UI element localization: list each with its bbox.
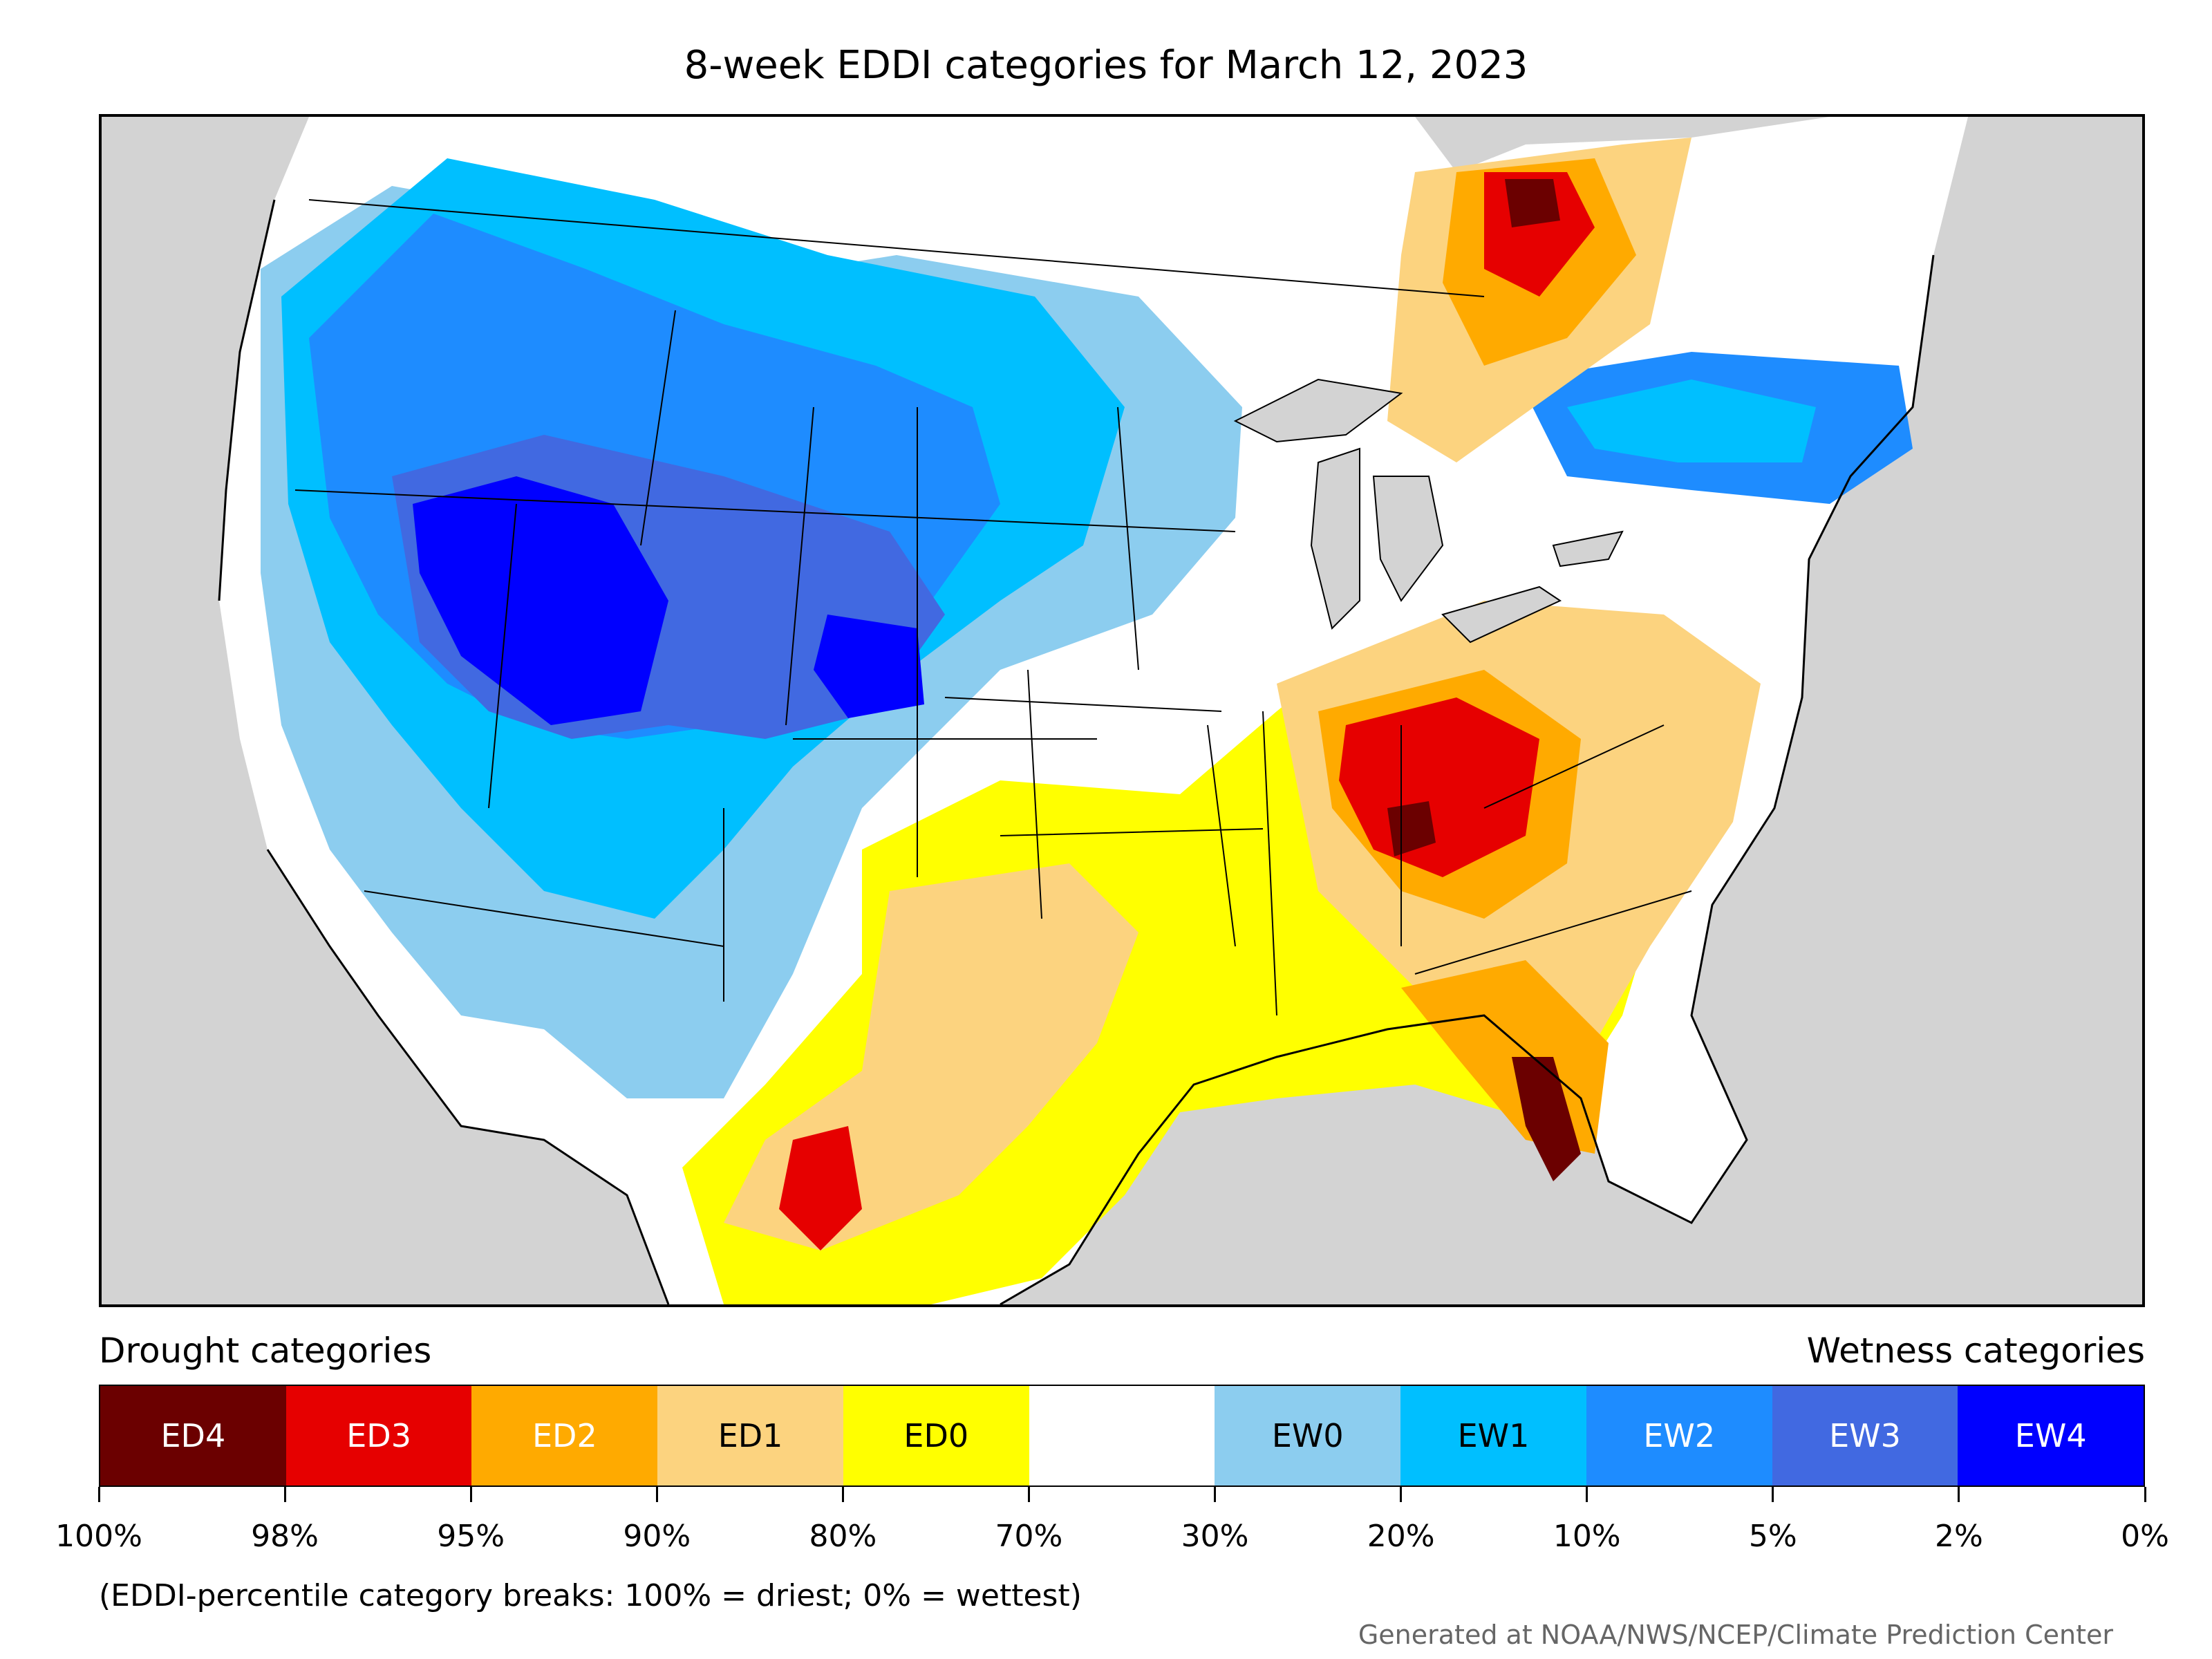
colorbar-ticks (97, 1487, 2146, 1508)
tick-label: 0% (2121, 1519, 2169, 1554)
legend-cell-ew4: EW4 (1958, 1386, 2144, 1485)
tick-mark (1772, 1487, 1774, 1502)
legend-cell-ew3: EW3 (1772, 1386, 1958, 1485)
legend-cell-ed4: ED4 (100, 1386, 286, 1485)
tick-label: 5% (1748, 1519, 1797, 1554)
tick-mark (1958, 1487, 1960, 1502)
tick-mark (1400, 1487, 1403, 1502)
category-colorbar: ED4 ED3 ED2 ED1 ED0 EW0 EW1 EW2 EW3 EW4 (99, 1385, 2145, 1487)
ed3-ohio-valley (1339, 697, 1539, 877)
tick-label: 98% (251, 1519, 319, 1554)
tick-mark (97, 1487, 100, 1502)
tick-mark (469, 1487, 472, 1502)
tick-mark (283, 1487, 286, 1502)
legend-cell-ed1: ED1 (657, 1386, 843, 1485)
tick-mark (841, 1487, 844, 1502)
tick-label: 2% (1935, 1519, 1983, 1554)
legend-cell-ed3: ED3 (285, 1386, 472, 1485)
state-borders (294, 199, 1692, 1016)
tick-label: 20% (1367, 1519, 1435, 1554)
ew4-west (413, 476, 668, 725)
legend-cell-ew1: EW1 (1400, 1386, 1586, 1485)
eddi-map (99, 114, 2145, 1307)
tick-mark (1214, 1487, 1217, 1502)
tick-label: 10% (1553, 1519, 1621, 1554)
ed4-northeast (1505, 179, 1560, 227)
tick-mark (655, 1487, 658, 1502)
great-lakes (1233, 378, 1624, 644)
coastline (218, 199, 1935, 1304)
legend-cell-ed2: ED2 (471, 1386, 658, 1485)
tick-label: 70% (995, 1519, 1063, 1554)
ew1-northeast (1567, 379, 1816, 462)
legend-cell-ew0: EW0 (1215, 1386, 1401, 1485)
percentile-note: (EDDI-percentile category breaks: 100% =… (99, 1578, 1082, 1613)
drought-categories-heading: Drought categories (99, 1331, 432, 1371)
ed3-texas (779, 1126, 862, 1250)
credit-line: Generated at NOAA/NWS/NCEP/Climate Predi… (1358, 1620, 2113, 1650)
legend-cell-neutral (1029, 1386, 1215, 1485)
ed4-florida (1512, 1057, 1581, 1181)
legend-cell-ed0: ED0 (843, 1386, 1029, 1485)
tick-label: 95% (437, 1519, 505, 1554)
tick-mark (2144, 1487, 2146, 1502)
tick-label: 30% (1181, 1519, 1249, 1554)
map-canvas (102, 117, 1968, 1304)
legend-cell-ew2: EW2 (1586, 1386, 1772, 1485)
wetness-categories-heading: Wetness categories (1806, 1331, 2145, 1371)
tick-mark (1027, 1487, 1030, 1502)
tick-mark (1586, 1487, 1588, 1502)
ed4-kentucky (1387, 801, 1436, 856)
map-title: 8-week EDDI categories for March 12, 202… (684, 43, 1528, 88)
tick-label: 80% (809, 1519, 877, 1554)
tick-label: 90% (623, 1519, 691, 1554)
tick-label: 100% (55, 1519, 142, 1554)
ew4-colorado (814, 615, 924, 718)
